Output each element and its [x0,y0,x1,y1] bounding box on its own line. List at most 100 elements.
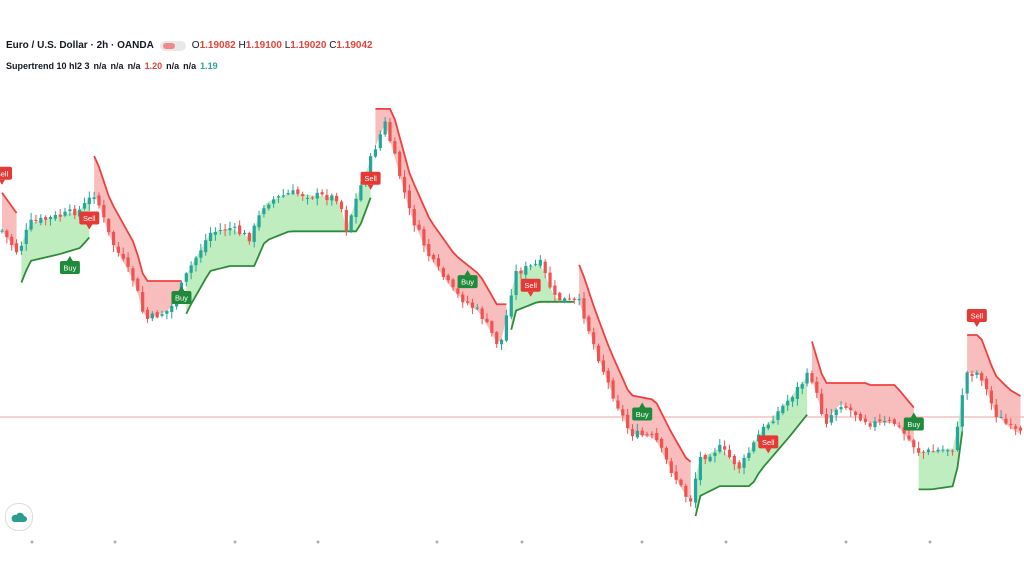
candle-body-198 [960,395,964,427]
price-chart[interactable]: Sell Buy Sell Buy Sell Buy Sell Buy Sell Buy Sell [0,28,1024,538]
signal-box-2 [79,211,100,225]
candle-body-40 [194,257,198,266]
candle-body-143 [693,478,698,503]
signal-pointer-1 [66,256,73,262]
indicator-value-2: n/a [110,61,124,71]
candle-body-134 [650,433,654,435]
candle-body-29 [141,292,145,312]
candle-body-103 [499,339,504,345]
candle-body-72 [349,215,353,232]
candle-body-64 [310,197,314,199]
candle-body-126 [611,380,615,399]
candle-body-79 [383,121,387,135]
symbol-legend: Euro / U.S. Dollar · 2h · OANDA O1.19082… [6,40,373,51]
symbol-title[interactable]: Euro / U.S. Dollar · 2h · OANDA [6,40,154,51]
candle-body-185 [897,425,901,427]
candle-body-46 [223,229,227,231]
candle-body-41 [199,250,203,258]
supertrend-line-0 [1,192,18,214]
candle-body-115 [558,292,562,301]
signal-text-4: Sell [364,174,377,183]
sell-signal-label-10[interactable]: Sell [966,309,987,327]
signal-box-1 [59,261,80,275]
candle-body-124 [601,360,605,372]
buy-signal-label-7[interactable]: Buy [632,402,653,421]
candle-body-163 [790,397,795,402]
candle-body-200 [970,373,974,376]
candle-body-17 [82,203,87,209]
candle-body-100 [485,318,489,323]
close-label: C [329,40,337,51]
candle-body-122 [592,332,596,345]
candle-body-118 [572,298,576,300]
candle-body-52 [252,225,256,242]
candle-body-78 [378,134,382,149]
candle-body-95 [461,294,465,303]
signal-box-0 [0,166,12,180]
candle-body-174 [844,406,848,408]
candle-body-109 [529,265,533,267]
buy-signal-label-5[interactable]: Buy [457,270,478,289]
candle-body-22 [107,219,111,233]
candle-body-31 [150,313,154,319]
candle-body-13 [63,211,67,216]
signal-box-6 [520,278,541,292]
signal-text-2: Sell [83,214,96,223]
sell-signal-label-6[interactable]: Sell [520,278,541,297]
candle-body-161 [781,405,785,414]
chart-frame[interactable]: Sell Buy Sell Buy Sell Buy Sell Buy Sell Buy Sell [0,28,1024,538]
candle-body-12 [58,214,62,217]
candle-body-28 [136,278,140,291]
candle-body-83 [402,176,407,193]
signal-box-9 [903,417,924,431]
candle-body-85 [412,209,416,226]
candle-body-98 [475,307,479,309]
candle-body-194 [941,449,945,451]
candle-body-140 [679,479,683,486]
signal-pointer-10 [973,322,980,327]
candle-body-127 [616,400,620,409]
signal-text-0: Sell [0,169,9,178]
sell-signal-label-0[interactable]: Sell [0,166,12,185]
candle-body-23 [111,231,116,246]
candle-body-14 [68,209,72,212]
indicator-value-3: n/a [127,61,141,71]
indicator-name: Supertrend 10 hl2 3 [6,61,90,71]
signal-text-5: Buy [461,278,474,287]
high-value: 1.19100 [245,40,282,51]
candle-body-6 [29,219,33,230]
signal-box-7 [632,407,653,421]
visibility-toggle-icon[interactable] [159,40,186,51]
tradingview-cloud-icon[interactable] [5,503,33,531]
supertrend-fill-0 [2,192,17,251]
candle-body-19 [92,197,96,200]
candle-body-171 [829,415,833,423]
supertrend-line-7 [694,414,808,517]
candle-body-97 [470,302,475,308]
candle-body-43 [208,232,213,242]
sell-signal-label-2[interactable]: Sell [79,211,100,230]
candle-body-32 [155,312,159,318]
indicator-value-4: 1.20 [144,61,163,71]
candle-body-21 [102,205,106,218]
signal-text-10: Sell [971,312,984,321]
candle-body-165 [800,384,804,389]
sell-signal-label-8[interactable]: Sell [758,435,779,454]
candle-body-34 [165,311,169,314]
candle-body-8 [39,217,43,223]
candle-body-136 [660,438,664,448]
buy-signal-label-3[interactable]: Buy [171,286,192,304]
candle-body-102 [495,332,499,345]
sell-signal-label-4[interactable]: Sell [360,171,381,190]
candle-body-113 [548,272,552,288]
indicator-legend[interactable]: Supertrend 10 hl2 3 n/a n/a n/a 1.20 n/a… [6,61,218,71]
candle-body-88 [427,244,431,257]
candle-body-173 [839,407,843,410]
candle-body-44 [213,232,217,235]
buy-signal-label-9[interactable]: Buy [903,412,924,431]
candle-body-49 [238,225,242,235]
buy-signal-label-1[interactable]: Buy [59,256,80,275]
signal-text-7: Buy [636,410,649,419]
candle-body-50 [242,232,247,235]
high-label: H [238,40,246,51]
